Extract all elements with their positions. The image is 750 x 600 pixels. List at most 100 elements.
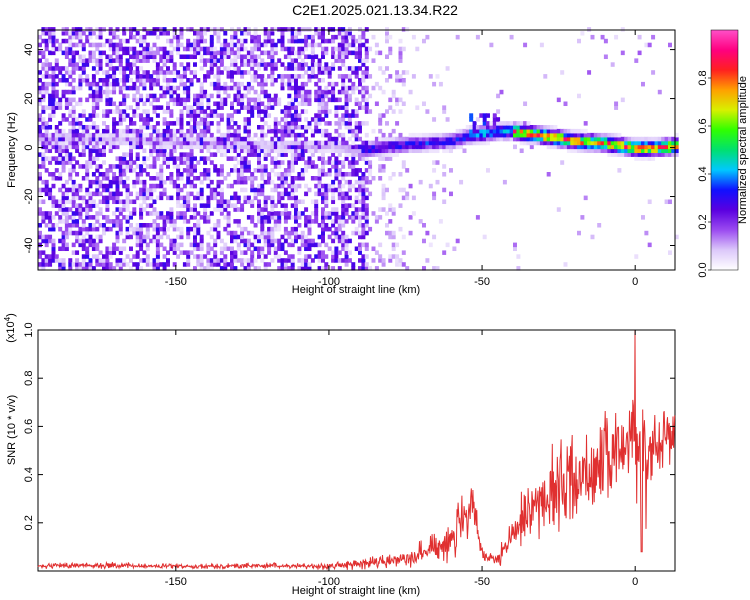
spectrogram-cell [243, 176, 248, 181]
spectrogram-cell [260, 101, 265, 107]
spectrogram-cell [344, 38, 349, 44]
spectrogram-cell [102, 172, 106, 177]
spectrogram-cell [68, 215, 73, 220]
spectrogram-cell [68, 199, 73, 205]
spectrogram-cell [48, 258, 53, 263]
spectrogram-cell [230, 125, 234, 130]
spectrogram-cell [209, 179, 214, 185]
spectrogram-cell [179, 101, 184, 107]
spectrogram-cell [219, 211, 224, 216]
spectrogram-cell [270, 207, 275, 212]
colorbar-ticks: 0.00.20.40.60.8 [697, 70, 711, 278]
spectrogram-cell [91, 31, 96, 36]
spectrogram-cell [324, 109, 329, 114]
spectrogram-cell [395, 136, 400, 142]
spectrogram-cell [314, 191, 319, 197]
spectrogram-cell [280, 125, 285, 130]
spectrogram-cell [172, 46, 177, 52]
spectrogram-cell [273, 101, 278, 107]
spectrogram-cell [169, 211, 174, 216]
spectrogram-cell [240, 38, 245, 44]
spectrogram-cell [91, 246, 96, 252]
spectrogram-cell [240, 97, 245, 103]
spectrogram-cell [304, 254, 309, 259]
spectrogram-cell [489, 125, 494, 130]
spectrogram-cell [139, 195, 144, 201]
spectrogram-cell [314, 97, 319, 103]
spectrogram-cell [223, 38, 228, 44]
spectrogram-cell [317, 187, 322, 193]
spectrogram-cell [149, 203, 154, 208]
spectrogram-cell [48, 105, 53, 110]
spectrogram-cell [155, 144, 160, 150]
spectrogram-cell [250, 152, 255, 157]
spectrogram-cell [95, 81, 100, 87]
spectrogram-cell [209, 62, 214, 67]
spectrogram-cell [78, 54, 83, 60]
spectrogram-cell [593, 132, 598, 138]
spectrogram-cell [240, 156, 245, 161]
spectrogram-cell [71, 219, 76, 224]
spectrogram-cell [317, 234, 322, 240]
spectrogram-cell [51, 113, 56, 118]
spectrogram-cell [607, 136, 612, 142]
spectrogram-cell [378, 215, 383, 220]
spectrogram-cell [179, 78, 184, 83]
spectrogram-cell [371, 85, 376, 91]
spectrogram-cell [149, 117, 154, 122]
spectrogram-cell [250, 105, 255, 110]
spectrogram-cell [270, 38, 275, 44]
spectrogram-cell [361, 152, 366, 157]
spectrogram-cell [674, 136, 679, 142]
spectrogram-cell [381, 140, 386, 146]
spectrogram-cell [277, 183, 282, 189]
spectrogram-cell [509, 121, 514, 126]
spectrogram-cell [223, 97, 228, 103]
spectrogram-cell [105, 125, 110, 130]
spectrogram-cell [152, 262, 157, 267]
spectrogram-cell [290, 78, 295, 83]
spectrogram-cell [78, 140, 83, 146]
spectrogram-cell [182, 195, 187, 201]
spectrogram-cell [304, 238, 309, 244]
spectrogram-cell [162, 89, 167, 95]
spectrogram-cell [172, 128, 177, 134]
spectrogram-cell [546, 140, 551, 146]
spectrogram-cell [179, 152, 184, 157]
spectrogram-cell [193, 62, 197, 67]
spectrogram-cell [283, 266, 288, 271]
spectrogram-cell [129, 226, 133, 232]
spectrogram-cell [216, 144, 221, 150]
spectrogram-cell [182, 89, 187, 95]
spectrogram-cell [216, 234, 221, 240]
spectrogram-cell [172, 31, 177, 36]
spectrogram-cell [347, 152, 352, 157]
spectrogram-cell [135, 128, 140, 134]
spectrogram-cell [273, 156, 278, 161]
spectrogram-cell [304, 89, 309, 95]
spectrogram-cell [523, 101, 528, 107]
spectrogram-cell [199, 81, 204, 87]
spectrogram-cell [115, 246, 120, 252]
spectrogram-cell [64, 226, 69, 232]
spectrogram-cell [422, 144, 426, 150]
spectrogram-cell [351, 144, 356, 150]
spectrogram-cell [54, 136, 59, 142]
spectrogram-cell [280, 179, 285, 185]
spectrogram-cell [304, 219, 309, 224]
spectrogram-cell [166, 144, 170, 150]
spectrogram-cell [260, 226, 265, 232]
spectrogram-cell [361, 230, 366, 236]
spectrogram-cell [283, 226, 288, 232]
spectrogram-cell [341, 34, 346, 40]
spectrogram-cell [64, 215, 69, 220]
spectrogram-cell [129, 234, 133, 240]
spectrogram-cell [317, 121, 322, 126]
spectrogram-cell [310, 58, 315, 63]
spectrogram-cell [226, 121, 231, 126]
spectrogram-cell [189, 54, 194, 60]
spectrogram-cell [243, 199, 248, 205]
spectrogram-cell [51, 172, 56, 177]
spectrogram-cell [566, 148, 571, 154]
spectrogram-cell [176, 172, 181, 177]
